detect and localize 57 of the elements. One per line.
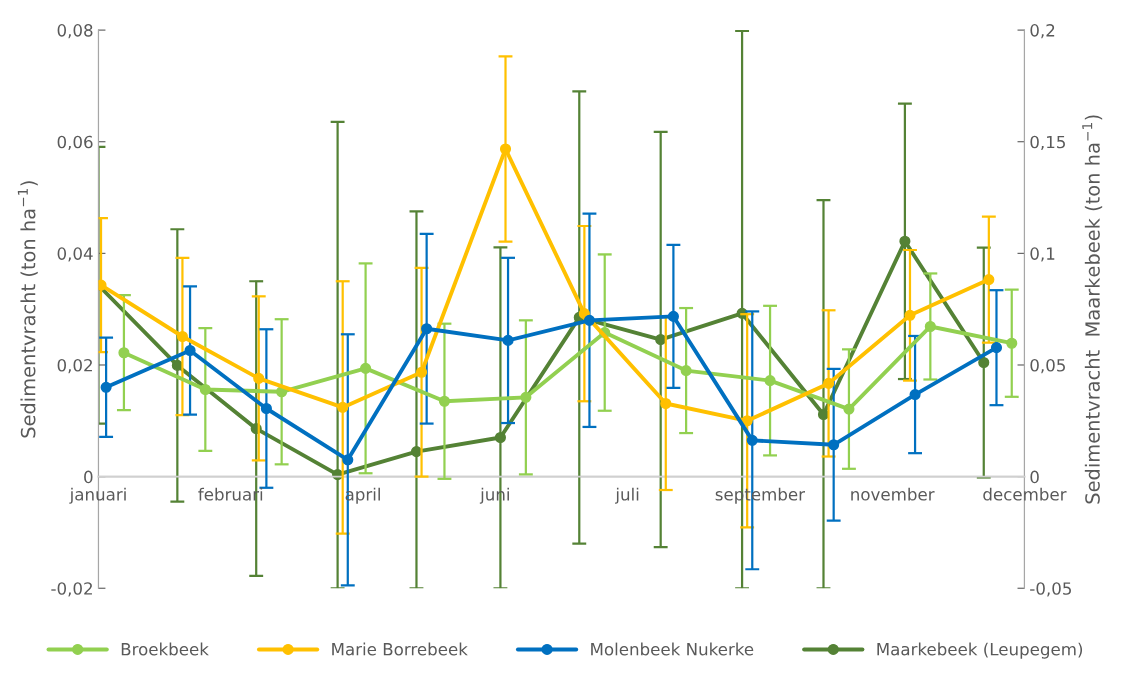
x-tick-label: januari	[69, 487, 126, 504]
point	[746, 434, 758, 446]
y2-tick-label: 0,2	[1030, 24, 1055, 39]
legend-label: Broekbeek	[121, 642, 209, 656]
point	[583, 314, 596, 326]
point	[494, 431, 506, 444]
y2-tick-label: -0,05	[1030, 582, 1071, 597]
legend-label: Marie Borrebeek	[332, 642, 468, 656]
point	[978, 356, 990, 369]
point	[199, 383, 211, 396]
point	[904, 309, 916, 321]
point	[990, 342, 1003, 354]
x-tick-label: juli	[615, 487, 639, 504]
y2-tick-label: 0,1	[1030, 247, 1055, 262]
y-tick-label: 0,02	[57, 358, 92, 374]
point	[764, 375, 776, 387]
y2-tick-label: 0,15	[1030, 135, 1065, 150]
point	[502, 334, 514, 346]
y2-tick-label: 0,05	[1030, 358, 1065, 374]
point	[1006, 337, 1018, 349]
y2-tick-label: 0	[1030, 470, 1039, 484]
point	[176, 330, 188, 343]
y-tick-label: 0,06	[57, 135, 93, 150]
point	[260, 402, 272, 415]
point	[909, 389, 921, 401]
point	[421, 323, 433, 335]
point	[118, 347, 130, 359]
x-tick-label: december	[983, 487, 1067, 501]
point	[499, 143, 512, 155]
y2-axis-title: Sedimentvracht Maarkebeek (ton ha$^{−1}$)	[1082, 115, 1103, 504]
point	[100, 381, 112, 393]
y-tick-label: -0,02	[51, 582, 92, 597]
legend-label: Molenbeek Nukerke	[591, 642, 754, 656]
point	[416, 366, 428, 378]
y-tick-label: 0	[84, 470, 93, 484]
point	[667, 310, 679, 322]
point	[660, 397, 672, 410]
point	[828, 439, 840, 451]
x-tick-label: november	[851, 487, 935, 501]
point	[360, 362, 372, 374]
point	[342, 454, 354, 466]
y-tick-label: 0,08	[57, 24, 93, 39]
point	[184, 344, 196, 357]
point	[899, 235, 911, 247]
point	[438, 395, 451, 407]
legend-label: Maarkebeek (Leupegem)	[877, 642, 1083, 659]
point	[680, 365, 692, 377]
point	[520, 391, 532, 403]
y-axis-title: Sedimentvracht (ton ha$^{−1}$)	[17, 181, 38, 438]
point	[823, 377, 835, 389]
point	[253, 372, 265, 384]
point	[741, 415, 753, 427]
y-tick-label: 0,04	[57, 247, 93, 262]
point	[983, 274, 995, 286]
point	[843, 403, 855, 415]
point	[337, 401, 349, 413]
point	[924, 320, 936, 333]
